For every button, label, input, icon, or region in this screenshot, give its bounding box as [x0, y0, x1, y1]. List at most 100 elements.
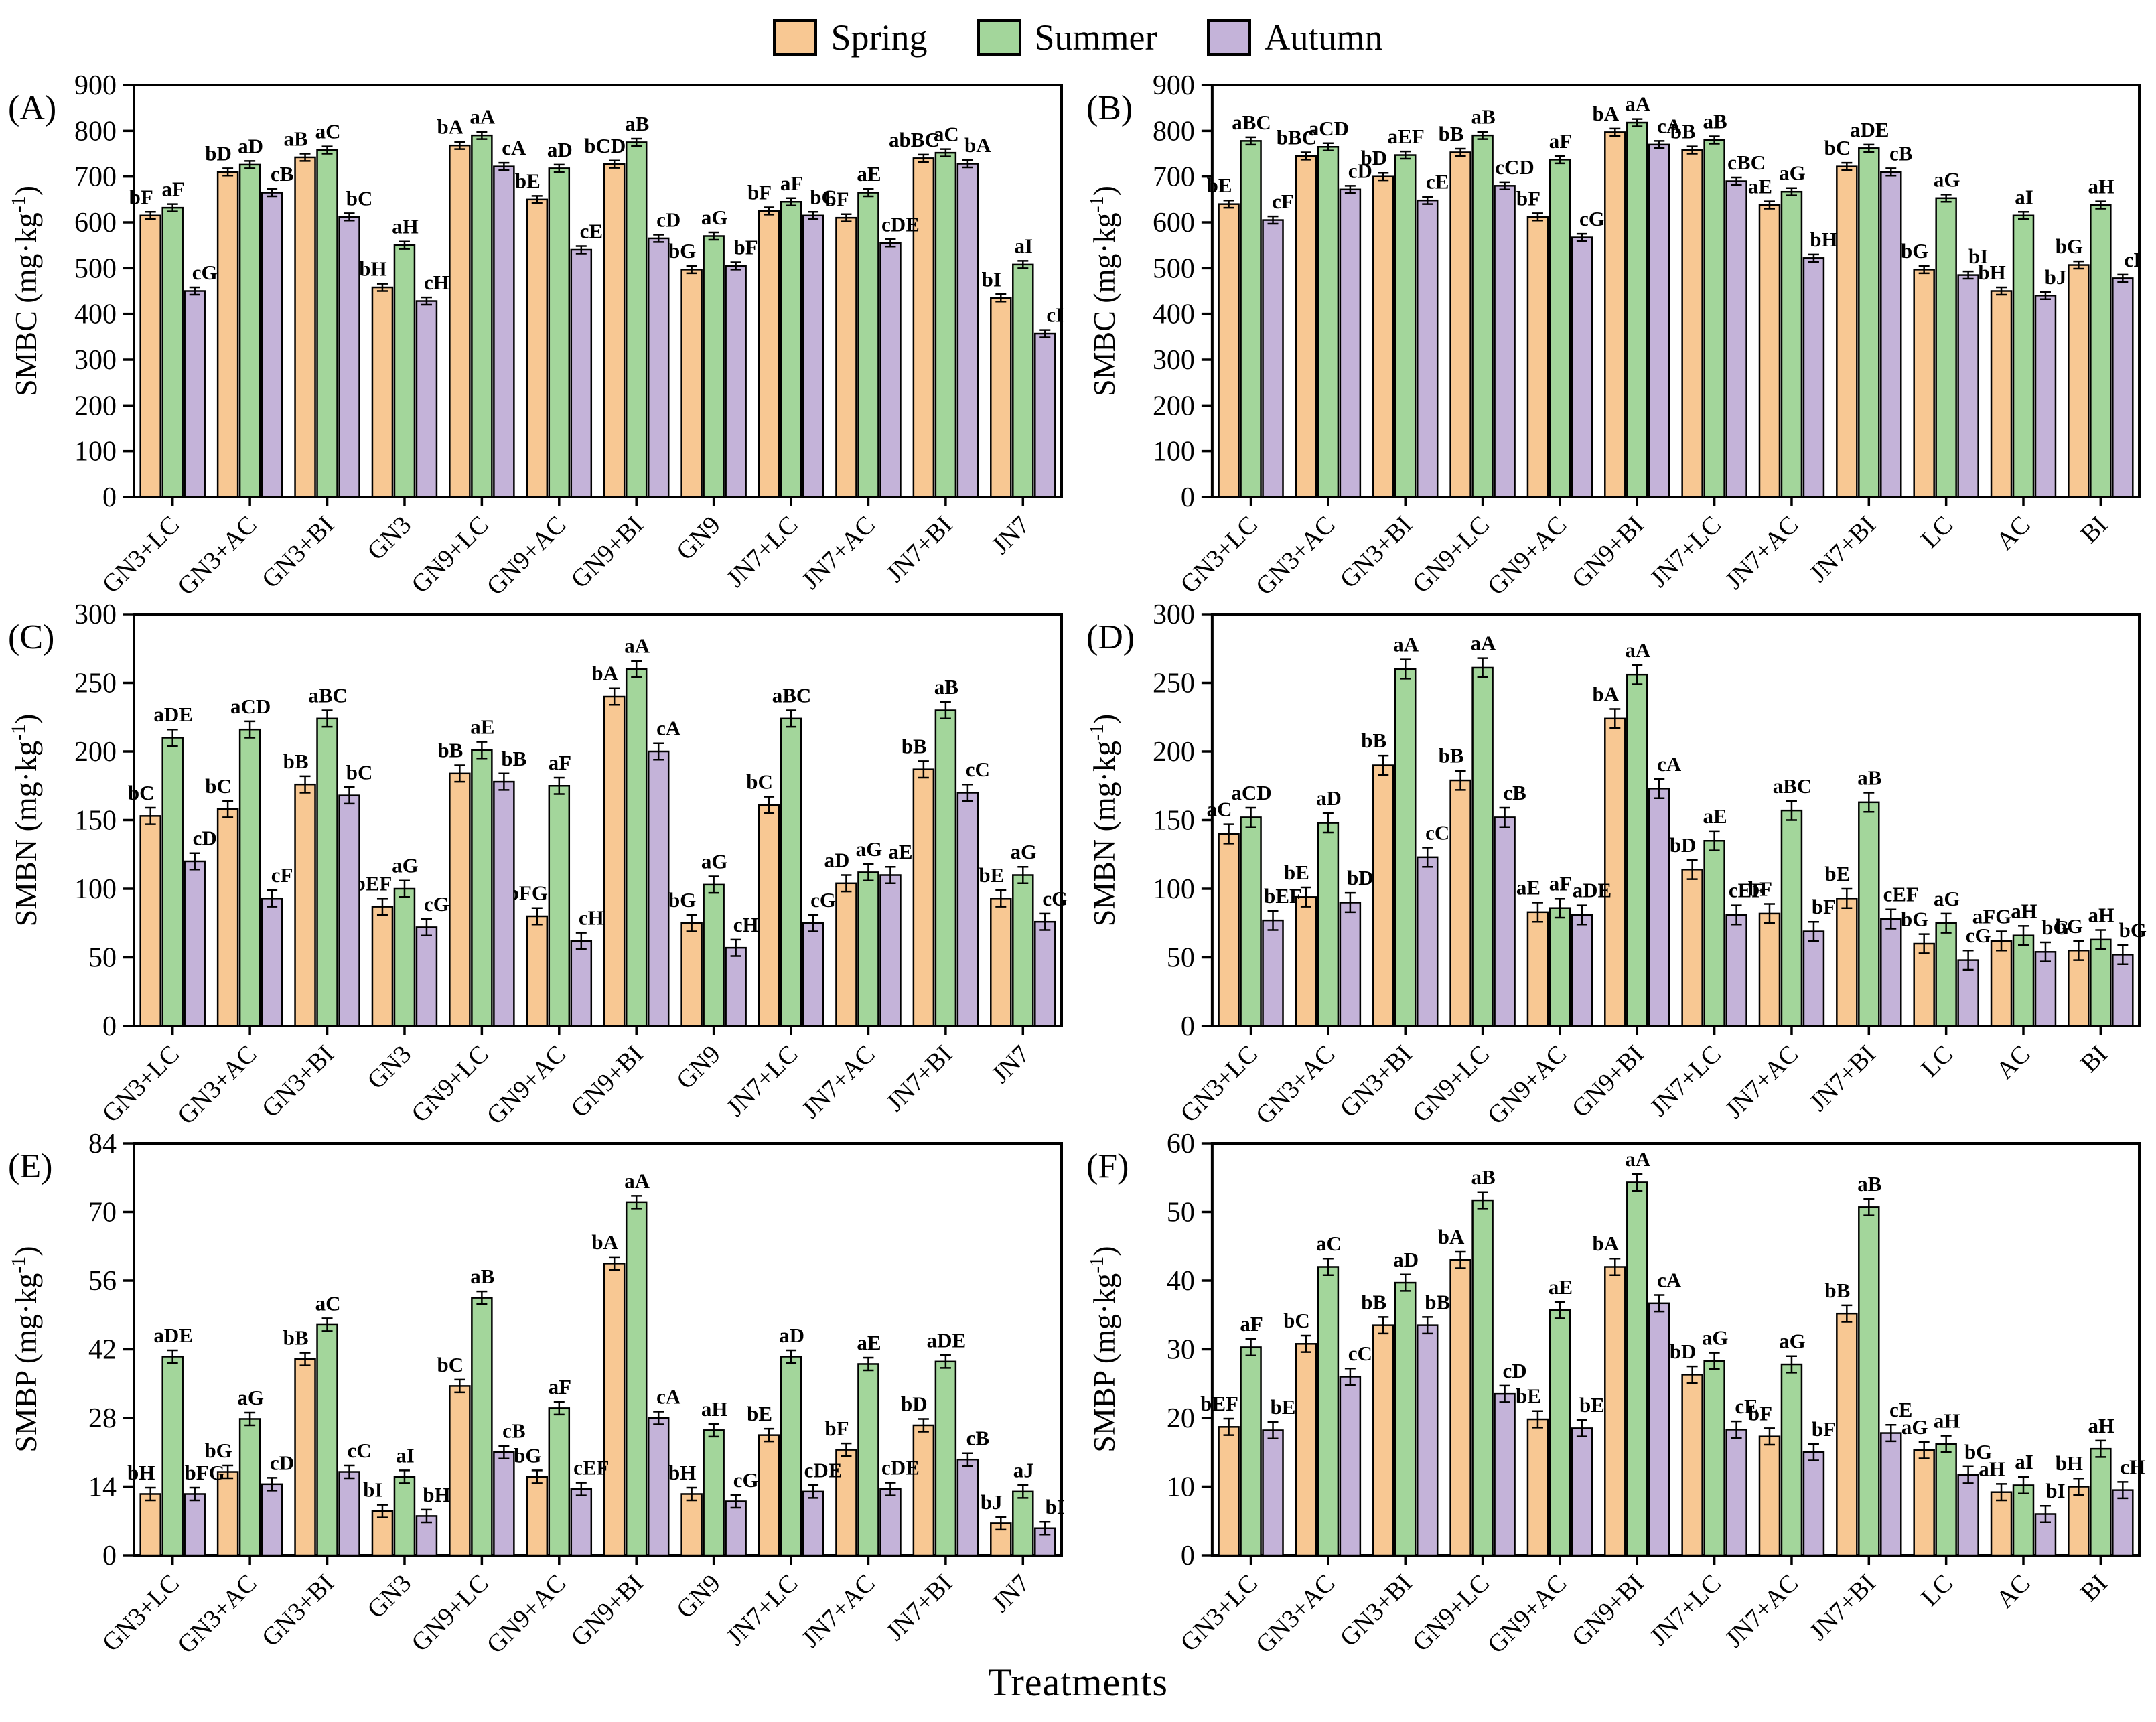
sig-label: bF — [1748, 877, 1772, 901]
sig-label: cA — [656, 1384, 681, 1408]
y-tick-label: 0 — [1181, 1011, 1195, 1042]
x-tick-label: GN9+AC — [482, 511, 571, 597]
bar-autumn-AC — [2034, 951, 2057, 1027]
x-tick-label: GN3+AC — [1250, 1569, 1340, 1656]
bar-summer-GN3+AC — [238, 728, 261, 1027]
x-tick-label: AC — [1991, 511, 2035, 556]
bar-summer-GN3+BI — [316, 717, 338, 1027]
x-tick-label: GN3 — [362, 1040, 417, 1095]
sig-label: aC — [315, 120, 341, 143]
bar-summer-GN9+AC — [1549, 907, 1571, 1027]
bar-summer-JN7+BI — [1858, 147, 1880, 498]
bar-autumn-GN3+AC — [261, 1483, 283, 1557]
y-tick-label: 84 — [88, 1129, 117, 1159]
x-tick-label: GN9+LC — [1407, 1569, 1495, 1656]
x-tick-label: GN3+LC — [1175, 1040, 1263, 1127]
bar-autumn-GN3+BI — [338, 216, 360, 498]
bar-spring-LC — [1913, 942, 1935, 1027]
bar-spring-GN3+BI — [294, 1358, 316, 1557]
sig-label: bC — [346, 760, 373, 784]
sig-label: aE — [888, 840, 912, 863]
sig-label: bEF — [1200, 1392, 1238, 1415]
bar-autumn-GN3+LC — [184, 1493, 206, 1557]
bar-autumn-JN7+LC — [1725, 180, 1747, 498]
sig-label: bG — [1901, 908, 1928, 931]
plot-box — [133, 84, 1063, 498]
sig-label: aH — [701, 1397, 728, 1421]
bar-autumn-GN9+AC — [1571, 236, 1593, 498]
sig-label: aA — [1471, 632, 1496, 655]
sig-label: bCD — [584, 134, 626, 157]
sig-label: aG — [856, 837, 883, 861]
sig-label: cD — [193, 827, 217, 850]
bar-autumn-GN9+BI — [647, 750, 670, 1027]
sig-label: aC — [934, 123, 959, 146]
bar-autumn-GN9+AC — [570, 940, 593, 1027]
bar-spring-GN9+AC — [1526, 216, 1549, 498]
sig-label: bD — [1360, 146, 1387, 169]
bar-autumn-GN9+BI — [1648, 788, 1670, 1027]
sig-label: bA — [437, 115, 464, 139]
legend-label: Summer — [1034, 17, 1157, 58]
sig-label: cH — [579, 906, 604, 930]
bar-spring-AC — [1990, 290, 2013, 498]
bar-spring-GN9+BI — [1604, 717, 1626, 1027]
x-tick-label: LC — [1916, 511, 1958, 554]
sig-label: aF — [549, 751, 571, 774]
sig-label: cG — [1042, 887, 1068, 910]
x-tick-label: GN3+AC — [172, 511, 262, 597]
bar-spring-JN7+AC — [1758, 912, 1781, 1027]
bar-spring-JN7+AC — [1758, 1435, 1781, 1557]
sig-label: bI — [2045, 1479, 2065, 1502]
bar-autumn-GN9 — [725, 265, 747, 498]
bar-summer-GN9+BI — [1626, 121, 1648, 498]
sig-label: aDE — [1850, 118, 1889, 141]
x-tick-label: JN7+AC — [796, 1569, 880, 1653]
sig-label: bD — [901, 1392, 928, 1415]
sig-label: bG — [2041, 916, 2069, 939]
bar-autumn-GN9+AC — [1571, 1427, 1593, 1557]
bar-autumn-GN9+LC — [493, 165, 515, 498]
x-tick-label: GN3 — [362, 1569, 417, 1624]
bar-spring-GN9+AC — [526, 198, 549, 498]
sig-label: bG — [668, 888, 696, 912]
panel-B: (B) 0 100 200 300 400 500 600 700 800 900 SMBC (mg·… — [1078, 68, 2156, 597]
bar-summer-BI — [2090, 204, 2112, 498]
panel-letter-E: (E) — [8, 1147, 52, 1186]
x-tick-label: JN7+AC — [1720, 1040, 1804, 1124]
bar-spring-GN3+LC — [1218, 833, 1240, 1027]
sig-label: cA — [1657, 1269, 1682, 1292]
sig-label: aF — [161, 177, 184, 201]
bar-autumn-GN9+AC — [570, 248, 593, 498]
y-tick-label: 40 — [1167, 1266, 1195, 1297]
sig-label: cE — [1735, 1394, 1757, 1418]
sig-label: aD — [779, 1323, 804, 1347]
legend-swatch-autumn — [1206, 19, 1251, 56]
bar-summer-LC — [1935, 922, 1957, 1027]
sig-label: bG — [668, 239, 696, 263]
bar-spring-GN3+LC — [139, 214, 161, 498]
sig-label: bB — [1439, 744, 1464, 768]
sig-label: aF — [1240, 1312, 1263, 1336]
x-tick-label: GN9 — [671, 1040, 726, 1095]
bar-autumn-BI — [2112, 277, 2134, 498]
sig-label: bG — [2056, 234, 2083, 258]
sig-label: aE — [1516, 875, 1540, 899]
sig-label: cD — [270, 1451, 294, 1474]
sig-label: cD — [1348, 159, 1372, 182]
x-tick-label: GN9+AC — [1482, 1569, 1572, 1656]
y-tick-label: 200 — [1153, 737, 1195, 768]
sig-label: aBC — [308, 684, 348, 707]
bar-autumn-JN7+LC — [1725, 914, 1747, 1027]
bar-summer-AC — [2012, 1484, 2035, 1557]
bar-spring-GN3+AC — [216, 808, 239, 1027]
x-tick-label: GN3+LC — [97, 1569, 185, 1656]
bar-summer-GN3+BI — [1394, 1281, 1417, 1557]
sig-label: cC — [966, 758, 990, 781]
y-tick-label: 250 — [74, 668, 117, 699]
sig-label: aB — [1857, 766, 1881, 789]
sig-label: bEF — [1264, 884, 1302, 908]
bar-summer-JN7+AC — [857, 1363, 879, 1557]
legend-label: Spring — [831, 17, 928, 58]
bar-summer-GN9+BI — [625, 668, 648, 1027]
